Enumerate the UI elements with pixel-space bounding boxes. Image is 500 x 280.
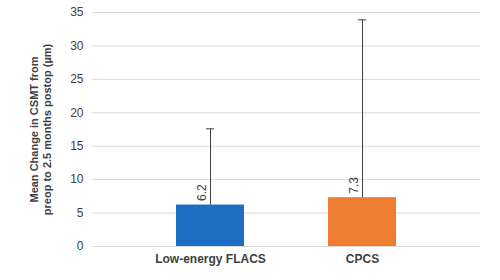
svg-text:30: 30 (70, 39, 84, 53)
svg-text:6.2: 6.2 (195, 184, 209, 201)
svg-text:35: 35 (70, 5, 84, 19)
svg-text:0: 0 (77, 239, 84, 253)
svg-text:20: 20 (70, 106, 84, 120)
svg-text:Mean Change in CSMT frompreop: Mean Change in CSMT frompreop to 2.5 mon… (28, 44, 53, 216)
svg-text:5: 5 (77, 206, 84, 220)
svg-text:Low-energy FLACS: Low-energy FLACS (155, 252, 266, 266)
svg-text:7.3: 7.3 (347, 177, 361, 194)
svg-text:15: 15 (70, 139, 84, 153)
svg-text:10: 10 (70, 172, 84, 186)
svg-text:25: 25 (70, 72, 84, 86)
svg-text:CPCS: CPCS (346, 252, 379, 266)
